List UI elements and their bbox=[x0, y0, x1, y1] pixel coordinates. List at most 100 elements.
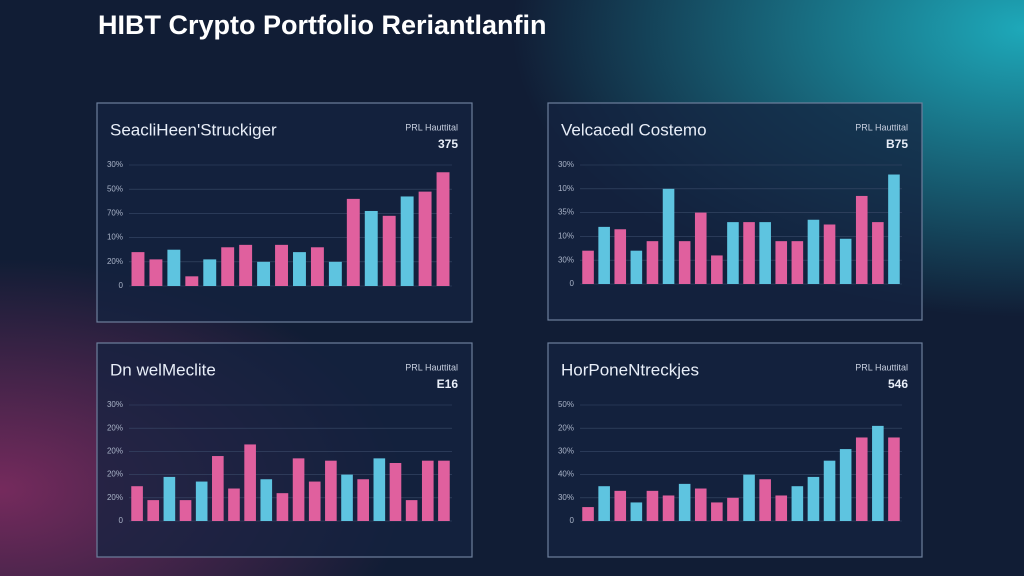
bar bbox=[791, 486, 804, 521]
bar bbox=[239, 244, 253, 286]
bar bbox=[694, 488, 707, 521]
bar bbox=[598, 486, 610, 521]
bar bbox=[131, 486, 143, 521]
bar bbox=[646, 241, 659, 284]
bar bbox=[855, 437, 868, 521]
bar bbox=[630, 250, 643, 284]
page-title: HIBT Crypto Portfolio Reriantlanfin bbox=[98, 10, 547, 40]
y-tick-label: 30% bbox=[558, 447, 574, 456]
bar bbox=[662, 188, 675, 284]
bar bbox=[438, 460, 450, 521]
bar bbox=[598, 226, 610, 284]
bar bbox=[727, 497, 739, 521]
bar bbox=[131, 252, 145, 286]
bar bbox=[582, 250, 594, 284]
y-tick-label: 30% bbox=[558, 255, 574, 264]
bar bbox=[212, 456, 224, 521]
bar bbox=[678, 483, 691, 521]
bar bbox=[260, 479, 273, 521]
bar bbox=[228, 488, 240, 521]
bar bbox=[364, 210, 378, 286]
chart-title: SeacliHeen'Struckiger bbox=[110, 120, 277, 139]
bar bbox=[775, 241, 788, 284]
bar bbox=[244, 444, 256, 521]
bar bbox=[418, 191, 432, 286]
bar bbox=[759, 479, 771, 521]
bar bbox=[662, 495, 675, 521]
y-tick-label: 30% bbox=[107, 400, 123, 409]
bar bbox=[185, 276, 199, 286]
bar bbox=[373, 458, 386, 521]
bar bbox=[791, 241, 804, 284]
y-tick-label: 20% bbox=[107, 493, 123, 502]
bar bbox=[195, 481, 208, 521]
y-tick-label: 20% bbox=[107, 257, 123, 266]
bar bbox=[328, 261, 342, 286]
bar bbox=[775, 495, 788, 521]
bar bbox=[346, 198, 360, 286]
bar bbox=[310, 247, 324, 286]
chart-label: PRL Hauttital bbox=[405, 122, 458, 132]
bar bbox=[382, 215, 396, 286]
bar bbox=[872, 425, 884, 521]
bar bbox=[711, 502, 723, 521]
bar bbox=[888, 174, 900, 284]
bar bbox=[400, 196, 414, 286]
y-tick-label: 0 bbox=[119, 281, 124, 290]
chart-title: Dn welMeclite bbox=[110, 360, 216, 379]
y-tick-label: 20% bbox=[107, 447, 123, 456]
bar bbox=[167, 249, 181, 286]
y-tick-label: 50% bbox=[558, 400, 574, 409]
bar bbox=[149, 259, 163, 286]
chart-figure: B75 bbox=[886, 137, 908, 151]
bar bbox=[614, 490, 627, 521]
y-tick-label: 20% bbox=[558, 423, 574, 432]
bar bbox=[646, 490, 659, 521]
y-tick-label: 40% bbox=[558, 470, 574, 479]
bar bbox=[293, 252, 306, 286]
y-tick-label: 50% bbox=[107, 184, 123, 193]
chart-title: HorPoneNtreckjes bbox=[561, 360, 699, 379]
chart-title: Velcacedl Costemo bbox=[561, 120, 707, 139]
bar bbox=[807, 219, 820, 284]
bar bbox=[807, 476, 820, 521]
bar bbox=[823, 224, 836, 284]
chart-label: PRL Hauttital bbox=[855, 122, 908, 132]
chart-label: PRL Hauttital bbox=[405, 362, 458, 372]
bar bbox=[614, 229, 627, 284]
y-tick-label: 0 bbox=[570, 279, 575, 288]
bar bbox=[855, 195, 868, 284]
y-tick-label: 30% bbox=[558, 160, 574, 169]
bar bbox=[389, 463, 402, 521]
bar bbox=[163, 476, 176, 521]
chart-label: PRL Hauttital bbox=[855, 362, 908, 372]
bar bbox=[839, 238, 852, 284]
bar bbox=[421, 460, 434, 521]
chart-figure: E16 bbox=[437, 377, 459, 391]
bar bbox=[257, 261, 271, 286]
panel bbox=[96, 342, 473, 558]
y-tick-label: 30% bbox=[107, 160, 123, 169]
bar bbox=[727, 222, 739, 284]
bar bbox=[405, 500, 418, 521]
bar bbox=[357, 479, 369, 521]
bar bbox=[872, 222, 884, 284]
y-tick-label: 20% bbox=[107, 423, 123, 432]
y-tick-label: 10% bbox=[558, 184, 574, 193]
y-tick-label: 10% bbox=[107, 233, 123, 242]
y-tick-label: 35% bbox=[558, 208, 574, 217]
bar bbox=[292, 458, 305, 521]
bar bbox=[743, 222, 755, 284]
bar bbox=[308, 481, 321, 521]
bar bbox=[582, 507, 594, 521]
bar bbox=[221, 247, 235, 286]
bar bbox=[179, 500, 192, 521]
bar bbox=[436, 172, 450, 286]
bar bbox=[341, 474, 353, 521]
bar bbox=[823, 460, 836, 521]
y-tick-label: 30% bbox=[558, 493, 574, 502]
y-tick-label: 0 bbox=[570, 516, 575, 525]
bar bbox=[678, 241, 691, 284]
